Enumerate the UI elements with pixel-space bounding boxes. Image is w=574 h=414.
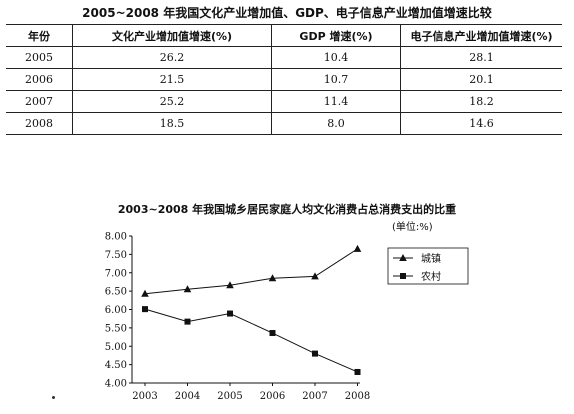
data-point: [142, 306, 148, 313]
data-point: [269, 330, 276, 337]
data-point: [354, 368, 361, 375]
legend-marker: [400, 273, 406, 279]
header-electronics-growth: 电子信息产业增加值增速(%): [400, 24, 562, 47]
data-point: [183, 285, 192, 293]
legend-label: 城镇: [421, 252, 441, 265]
data-point: [268, 274, 277, 282]
y-tick-label: 4.50: [105, 360, 127, 371]
growth-table: 年份 文化产业增加值增速(%) GDP 增速(%) 电子信息产业增加值增速(%)…: [6, 24, 562, 135]
x-tick-label: 2005: [217, 391, 242, 402]
header-culture-growth: 文化产业增加值增速(%): [72, 24, 272, 47]
chart-unit: (单位:%): [392, 222, 433, 233]
table-title: 2005~2008 年我国文化产业增加值、GDP、电子信息产业增加值增速比较: [82, 6, 492, 20]
cell-culture: 18.5: [72, 112, 272, 135]
chart-title: 2003~2008 年我国城乡居民家庭人均文化消费占总消费支出的比重: [117, 203, 457, 216]
data-point: [227, 310, 233, 317]
y-tick-label: 5.00: [105, 342, 127, 353]
x-tick-label: 2003: [132, 391, 157, 402]
x-tick-label: 2008: [345, 391, 370, 402]
header-gdp-growth: GDP 增速(%): [271, 24, 401, 47]
legend-marker: [399, 254, 407, 261]
stray-dot: [52, 396, 55, 399]
x-tick-label: 2007: [302, 391, 327, 402]
cell-electronics: 14.6: [400, 112, 562, 135]
y-tick-label: 6.00: [105, 305, 127, 316]
y-tick-label: 7.00: [105, 268, 127, 279]
data-point: [311, 272, 319, 280]
legend-box: [387, 247, 469, 285]
series-line-urban: [144, 248, 358, 295]
table-header-row: 年份 文化产业增加值增速(%) GDP 增速(%) 电子信息产业增加值增速(%): [6, 24, 562, 47]
x-tick-label: 2006: [260, 391, 285, 402]
y-tick-label: 4.00: [105, 379, 127, 390]
y-tick-label: 5.50: [105, 323, 127, 334]
cell-gdp: 8.0: [271, 112, 401, 135]
legend-label: 农村: [421, 270, 441, 283]
y-tick-label: 6.50: [105, 287, 127, 298]
data-point: [312, 350, 318, 357]
x-tick-label: 2004: [175, 391, 200, 402]
table-row: 2007 25.2 11.4 18.2: [6, 90, 562, 113]
y-tick-label: 8.00: [105, 232, 127, 243]
y-tick-label: 7.50: [105, 250, 127, 261]
series-line-rural: [144, 308, 358, 373]
data-point: [353, 244, 362, 252]
data-point: [226, 281, 234, 289]
table-row: 2008 18.5 8.0 14.6: [6, 112, 562, 135]
data-point: [184, 318, 191, 325]
cell-year: 2008: [6, 112, 73, 135]
table-row: 2006 21.5 10.7 20.1: [6, 68, 562, 91]
data-point: [141, 289, 149, 297]
table-row: 2005 26.2 10.4 28.1: [6, 46, 562, 69]
